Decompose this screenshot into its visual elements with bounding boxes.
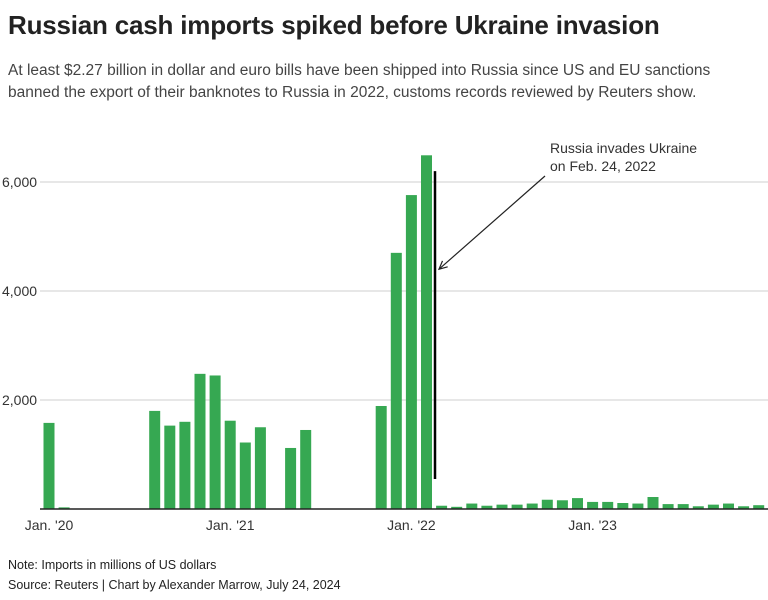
annotation-label: Russia invades Ukraine xyxy=(550,140,697,156)
bar xyxy=(179,421,191,509)
bar xyxy=(149,410,161,509)
gridlines xyxy=(40,181,768,401)
bar xyxy=(58,507,70,509)
bar xyxy=(375,405,387,509)
bar xyxy=(436,505,448,509)
bar xyxy=(285,447,297,509)
bar xyxy=(587,501,599,509)
bar-chart: 2,000 4,000 6,000 Jan. '20 Jan. '21 Jan. '22… xyxy=(2,140,768,533)
bar xyxy=(662,504,674,509)
y-tick-label: 6,000 xyxy=(2,174,37,190)
bar xyxy=(254,427,266,509)
bar xyxy=(405,195,417,509)
bar xyxy=(466,503,478,509)
bars xyxy=(43,155,765,510)
x-tick-label: Jan. '22 xyxy=(387,517,436,533)
footnote: Note: Imports in millions of US dollars xyxy=(8,558,217,572)
x-tick-label: Jan. '23 xyxy=(568,517,617,533)
bar xyxy=(526,503,538,509)
bar xyxy=(602,501,614,509)
bar xyxy=(390,252,402,509)
y-tick-label: 4,000 xyxy=(2,283,37,299)
bar xyxy=(421,155,432,510)
invasion-annotation: Russia invades Ukraine on Feb. 24, 2022 xyxy=(433,140,697,480)
bar xyxy=(224,420,236,509)
chart-subtitle: At least $2.27 billion in dollar and eur… xyxy=(8,62,711,101)
bar xyxy=(677,504,689,509)
bar xyxy=(194,373,206,509)
bar xyxy=(541,499,553,509)
bar xyxy=(300,429,312,509)
bar xyxy=(692,506,704,509)
y-tick-label: 2,000 xyxy=(2,392,37,408)
bar xyxy=(632,503,644,509)
bar xyxy=(164,425,176,509)
x-tick-label: Jan. '21 xyxy=(206,517,255,533)
bar xyxy=(451,506,463,509)
chart-title: Russian cash imports spiked before Ukrai… xyxy=(8,10,660,40)
bar xyxy=(556,500,568,509)
source-credit: Source: Reuters | Chart by Alexander Mar… xyxy=(8,578,341,592)
bar xyxy=(707,504,719,509)
x-axis-tick-labels: Jan. '20 Jan. '21 Jan. '22 Jan. '23 xyxy=(25,517,617,533)
annotation-label: on Feb. 24, 2022 xyxy=(550,158,656,174)
bar xyxy=(481,505,493,509)
bar xyxy=(617,503,629,509)
bar xyxy=(723,503,734,509)
bar xyxy=(572,498,583,509)
annotation-arrow xyxy=(438,175,546,270)
bar xyxy=(239,442,251,509)
bar xyxy=(738,506,750,509)
bar xyxy=(209,375,221,509)
x-tick-label: Jan. '20 xyxy=(25,517,74,533)
y-axis-tick-labels: 2,000 4,000 6,000 xyxy=(2,174,37,408)
bar xyxy=(496,504,508,509)
bar xyxy=(753,505,765,509)
bar xyxy=(43,422,55,509)
bar xyxy=(511,504,523,509)
bar xyxy=(647,497,659,509)
annotation-arrowhead xyxy=(437,260,448,271)
